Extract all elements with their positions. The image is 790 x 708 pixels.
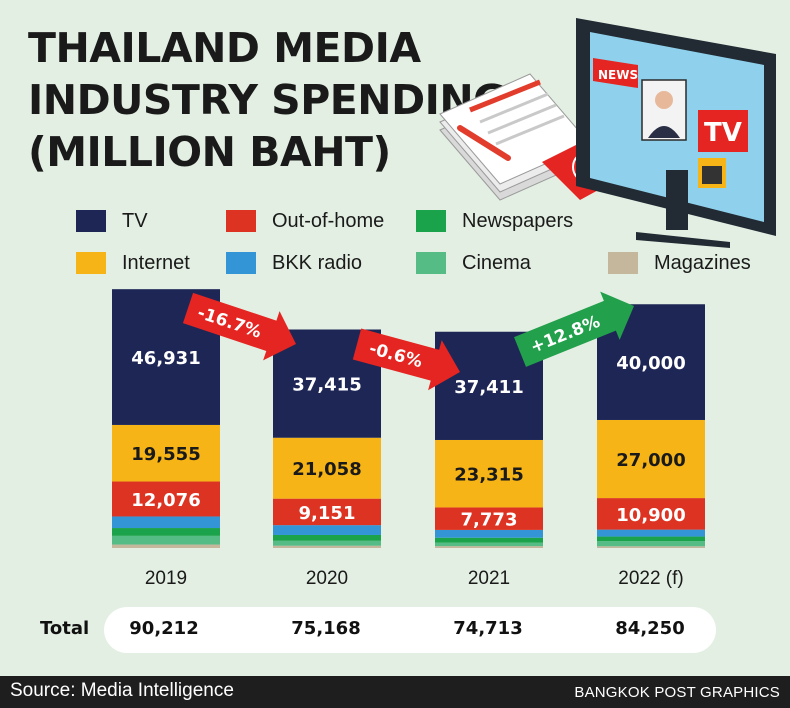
legend-swatch xyxy=(226,252,256,274)
legend-item-bkk-radio: BKK radio xyxy=(226,250,362,276)
legend-item-newspapers: Newspapers xyxy=(416,208,573,234)
total-label: Total xyxy=(40,618,90,639)
legend-item-cinema: Cinema xyxy=(416,250,531,276)
title-line-1: THAILAND MEDIA xyxy=(28,24,421,72)
credit-text: BANGKOK POST GRAPHICS xyxy=(574,684,780,701)
source-text: Source: Media Intelligence xyxy=(10,680,234,701)
tv-label: TV xyxy=(704,118,742,148)
footer-bar: Source: Media Intelligence BANGKOK POST … xyxy=(0,676,790,708)
legend-swatch xyxy=(416,210,446,232)
legend-label: BKK radio xyxy=(272,251,363,274)
bar-segment-out_of_home xyxy=(112,481,220,517)
legend-item-tv: TV xyxy=(76,208,148,234)
tv-badge-icon: TV xyxy=(698,110,748,152)
x-axis-label: 2022 (f) xyxy=(618,568,683,589)
bar-segment-out_of_home xyxy=(435,507,543,530)
clapperboard-icon xyxy=(698,158,726,188)
totals-pill xyxy=(104,607,716,653)
bar-segment-magazines xyxy=(112,544,220,548)
bar-segment-internet xyxy=(597,419,705,499)
bar-segment-cinema xyxy=(112,535,220,545)
bar-segment-bkk_radio xyxy=(435,529,543,538)
bar-value-label: 9,151 xyxy=(299,503,356,524)
legend-label: Cinema xyxy=(462,251,531,274)
arrow-shape xyxy=(352,328,460,391)
totals-row: Total 90,212 75,168 74,713 84,250 xyxy=(0,604,790,656)
bar-segment-cinema xyxy=(273,540,381,546)
tv-monitor-icon: NEWS TV xyxy=(576,18,776,248)
bar-segment-magazines xyxy=(597,546,705,548)
bar-value-label: 19,555 xyxy=(131,444,200,465)
legend-item-out-of-home: Out-of-home xyxy=(226,208,384,234)
arrow-shape xyxy=(182,292,297,361)
bar-segment-internet xyxy=(435,439,543,508)
bar-segment-newspapers xyxy=(112,528,220,536)
legend-label: Magazines xyxy=(654,251,751,274)
bar-value-label: 37,411 xyxy=(454,377,523,398)
legend-label: Out-of-home xyxy=(272,209,385,232)
bar-segment-magazines xyxy=(435,546,543,548)
x-axis-label: 2020 xyxy=(306,568,348,589)
anchor-person-icon xyxy=(641,79,687,141)
bar-value-label: 21,058 xyxy=(292,459,361,480)
legend-swatch xyxy=(608,252,638,274)
bar-segment-internet xyxy=(273,437,381,499)
news-label: NEWS xyxy=(598,68,638,82)
x-axis-label: 2019 xyxy=(145,568,187,589)
bar-segment-newspapers xyxy=(435,537,543,543)
stacked-bar-chart: 12,076 19,555 46,931 2019 9,151 21,058 37,415 2… xyxy=(112,289,705,589)
legend-item-magazines: Magazines xyxy=(608,250,751,276)
bar-value-label: 23,315 xyxy=(454,465,523,486)
bar-value-label: 12,076 xyxy=(131,490,200,511)
bar-segment-magazines xyxy=(273,545,381,548)
title-line-2: INDUSTRY SPENDING xyxy=(28,76,507,124)
bar-segment-out_of_home xyxy=(597,498,705,530)
bar-segment-cinema xyxy=(597,541,705,547)
total-value-2021: 74,713 xyxy=(453,618,523,639)
bar-segment-bkk_radio xyxy=(273,525,381,535)
bar-segment-newspapers xyxy=(597,536,705,542)
bar-value-label: 10,900 xyxy=(616,505,685,526)
bar-segment-out_of_home xyxy=(273,498,381,526)
total-value-2020: 75,168 xyxy=(291,618,361,639)
media-illustration: NEWS TV xyxy=(439,18,776,248)
bar-segment-newspapers xyxy=(273,534,381,541)
total-value-2022: 84,250 xyxy=(615,618,685,639)
bar-segment-bkk_radio xyxy=(597,529,705,537)
legend-swatch xyxy=(76,252,106,274)
title-line-3: (MILLION BAHT) xyxy=(28,128,391,176)
bar-value-label: 46,931 xyxy=(131,348,200,369)
bar-value-label: 27,000 xyxy=(616,450,685,471)
legend-label: Internet xyxy=(122,251,190,274)
total-value-2019: 90,212 xyxy=(129,618,199,639)
bar-value-label: 40,000 xyxy=(616,353,685,374)
legend-swatch xyxy=(416,252,446,274)
legend-swatch xyxy=(76,210,106,232)
bar-segment-bkk_radio xyxy=(112,516,220,529)
legend-swatch xyxy=(226,210,256,232)
legend-label: TV xyxy=(122,209,148,232)
x-axis-label: 2021 xyxy=(468,568,510,589)
arrow-shape xyxy=(514,291,635,367)
bar-segment-cinema xyxy=(435,542,543,547)
bar-segment-internet xyxy=(112,424,220,482)
legend-item-internet: Internet xyxy=(76,250,190,276)
legend-label: Newspapers xyxy=(462,209,574,232)
bar-value-label: 7,773 xyxy=(461,510,518,531)
news-badge-icon: NEWS xyxy=(593,58,638,88)
bar-value-label: 37,415 xyxy=(292,375,361,396)
